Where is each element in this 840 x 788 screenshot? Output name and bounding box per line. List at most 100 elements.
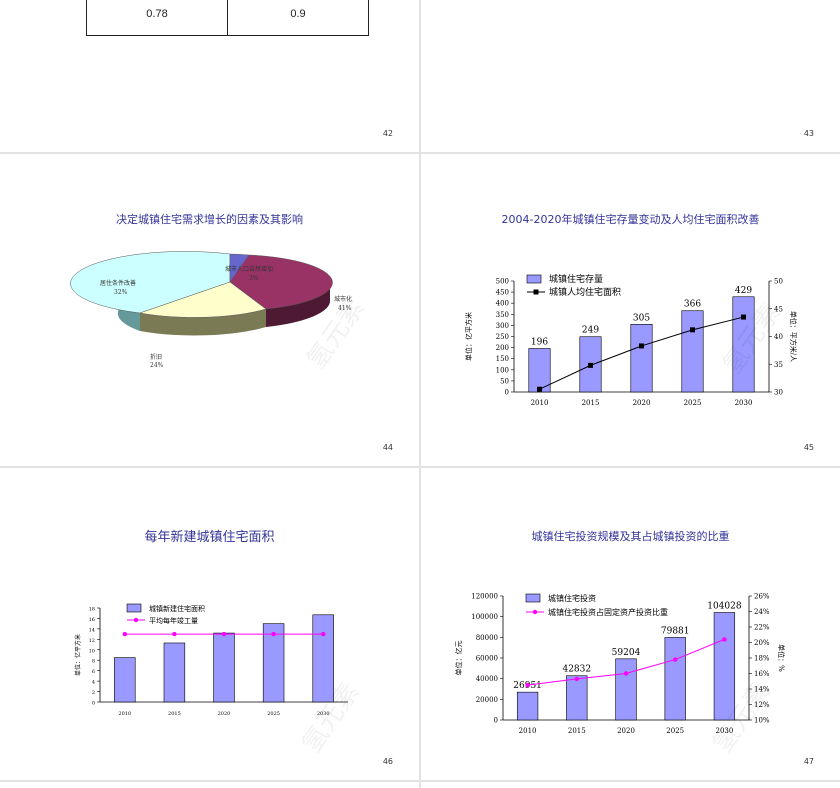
- line-point: [722, 637, 727, 642]
- slide-title: 每年新建城镇住宅面积: [144, 530, 275, 545]
- pie-slice-depr: [139, 281, 267, 318]
- line-point: [574, 676, 579, 682]
- y2-tick-label: 26%: [754, 593, 770, 601]
- y-tick-label: 4: [92, 680, 95, 686]
- pie-side-city: [230, 278, 331, 327]
- slide-43[interactable]: 43: [421, 0, 840, 152]
- slide-46[interactable]: 每年新建城镇住宅面积 0 2 4 6 8 10 12 14 16 18 2010 2015 2020 20…: [0, 468, 419, 780]
- data-label: 305: [633, 313, 650, 323]
- page-number: 43: [803, 129, 814, 138]
- stock-chart: 0 50 100 150 200 250 300 350 400 450 500 30 35 40 45 50…: [464, 273, 798, 407]
- legend-swatch-bar: [126, 603, 142, 613]
- y-tick-label: 350: [496, 311, 509, 319]
- data-label: 59204: [612, 648, 641, 658]
- bar: [213, 632, 235, 703]
- x-tick-label: 2030: [715, 727, 733, 735]
- page-number: 42: [382, 129, 393, 138]
- bar: [630, 323, 653, 393]
- pie-pct-depr: 24%: [150, 362, 164, 369]
- x-tick-label: 2015: [568, 727, 586, 735]
- x-tick-label: 2010: [519, 727, 537, 735]
- x-tick-label: 2010: [531, 399, 549, 407]
- pie-label-depr: 折旧: [150, 353, 162, 361]
- legend-label: 城镇人均住宅面积: [549, 286, 621, 298]
- slide-42[interactable]: 0.78 0.9 42: [0, 0, 419, 152]
- y2-tick-label: 40: [774, 333, 783, 341]
- line-point: [172, 631, 177, 637]
- legend-marker: [532, 609, 538, 615]
- slide-title: 决定城镇住宅需求增长的因素及其影响: [116, 213, 303, 226]
- pie-pct-living: 32%: [114, 289, 128, 296]
- slide-title: 城镇住宅投资规模及其占城镇投资的比重: [531, 530, 730, 543]
- y-tick-label: 6: [92, 669, 95, 675]
- bar: [528, 348, 551, 393]
- y-axis-title: 单位：亿平方米: [74, 634, 82, 676]
- y-tick-label: 300: [496, 322, 509, 330]
- bar: [262, 623, 285, 703]
- y2-tick-label: 10%: [754, 717, 770, 725]
- pie-slice-living: [70, 251, 231, 314]
- legend-label: 城镇住宅投资: [548, 593, 596, 603]
- y-tick-label: 12: [89, 638, 95, 644]
- data-label: 79881: [661, 626, 690, 636]
- y2-tick-label: 20%: [754, 639, 770, 647]
- y2-axis-title: 单位：%: [777, 644, 786, 672]
- y-tick-label: 20000: [476, 696, 498, 704]
- x-tick-label: 2020: [633, 399, 651, 407]
- bar: [713, 612, 736, 721]
- bar: [664, 637, 686, 721]
- x-tick-label: 2010: [118, 711, 131, 717]
- slide-44[interactable]: 决定城镇住宅需求增长的因素及其影响 城市人口自然增加 3% 城市化 41% 折旧…: [0, 154, 419, 466]
- line-point: [588, 362, 593, 368]
- slide-49[interactable]: [421, 782, 840, 788]
- bar: [312, 614, 334, 703]
- slide-48[interactable]: [0, 782, 419, 788]
- pie-label-living: 居住条件改善: [100, 279, 136, 287]
- legend-label: 城镇住宅投资占固定资产投资比重: [548, 607, 668, 617]
- pie-chart: 城市人口自然增加 3% 城市化 41% 折旧 24% 居住条件改善 32%: [70, 251, 352, 369]
- y-tick-label: 60000: [476, 655, 498, 663]
- pie-side-depr: [140, 309, 266, 336]
- table-cell: 0.9: [227, 0, 369, 36]
- y-tick-label: 250: [496, 333, 509, 341]
- y-tick-label: 16: [89, 617, 95, 623]
- page-number: 46: [382, 757, 393, 766]
- line-point: [690, 327, 695, 333]
- new-housing-chart: 0 2 4 6 8 10 12 14 16 18 2010 2015 2020 2025 2030 单位：亿平…: [74, 603, 348, 717]
- y2-tick-label: 14%: [754, 686, 770, 694]
- bar: [732, 296, 755, 393]
- investment-chart: 0 20000 40000 60000 80000 100000 120000 10% 12% 1…: [454, 593, 786, 736]
- y-tick-label: 450: [496, 289, 509, 297]
- legend-label: 平均每年竣工量: [149, 616, 198, 625]
- data-label: 429: [735, 286, 752, 296]
- slide-47[interactable]: 城镇住宅投资规模及其占城镇投资的比重 0 20000 40000 60000 80000…: [421, 468, 840, 780]
- data-label: 366: [684, 300, 701, 310]
- bar: [114, 657, 136, 703]
- legend-label: 城镇新建住宅面积: [149, 604, 205, 613]
- line-point: [673, 657, 678, 662]
- table-cell: 0.78: [86, 0, 228, 36]
- y-tick-label: 18: [89, 607, 95, 613]
- y-tick-label: 0: [494, 717, 498, 725]
- y-tick-label: 200: [496, 344, 509, 352]
- legend-swatch-bar: [526, 274, 542, 284]
- y-tick-label: 50: [500, 377, 509, 385]
- line-point: [271, 631, 276, 637]
- bar: [566, 675, 588, 721]
- y2-tick-label: 12%: [754, 701, 770, 709]
- x-tick-label: 2015: [582, 399, 600, 407]
- pie-pct-natural: 3%: [249, 275, 259, 282]
- legend-marker: [133, 617, 139, 623]
- y2-tick-label: 50: [774, 278, 783, 286]
- bar: [615, 658, 637, 721]
- y2-tick-label: 16%: [754, 670, 770, 678]
- y2-tick-label: 35: [774, 361, 783, 369]
- page-number: 44: [382, 443, 393, 452]
- bar: [163, 642, 186, 703]
- line-point: [525, 682, 530, 688]
- x-tick-label: 2025: [267, 711, 280, 717]
- pie-slice-city: [229, 254, 333, 310]
- x-tick-label: 2025: [684, 399, 702, 407]
- slide-45[interactable]: 2004-2020年城镇住宅存量变动及人均住宅面积改善 0 50 100 150 200…: [421, 154, 840, 466]
- y-tick-label: 10: [89, 648, 95, 654]
